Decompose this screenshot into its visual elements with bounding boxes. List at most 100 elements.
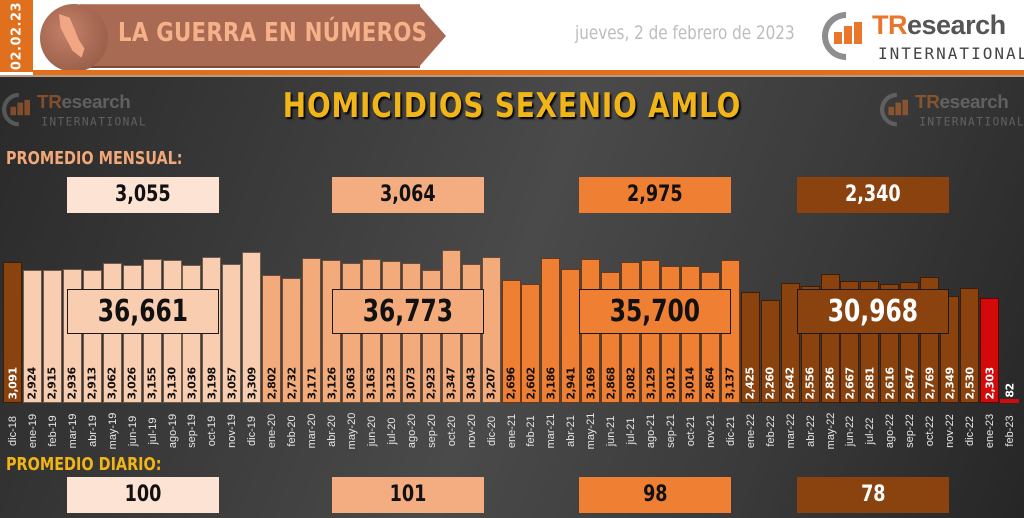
x-axis-label: feb-21 — [525, 415, 538, 447]
annual-total-box: 36,661 — [67, 289, 219, 334]
x-axis-label: feb-20 — [286, 415, 299, 447]
bar-value: 3,169 — [584, 367, 598, 400]
annual-total-box: 36,773 — [332, 289, 484, 334]
x-axis-label: ene-21 — [505, 413, 518, 449]
logo-bars-icon — [888, 99, 909, 116]
bar: 3,012 — [661, 265, 681, 403]
x-axis-label: ago-19 — [166, 413, 179, 449]
bar-value: 3,014 — [683, 367, 697, 400]
daily-average-label: PROMEDIO DIARIO: — [6, 454, 162, 475]
header: 02.02.23 LA GUERRA EN NÚMEROS jueves, 2 … — [0, 0, 1024, 72]
bar-value: 2,667 — [843, 367, 857, 400]
bar-value: 2,602 — [524, 367, 538, 400]
bar: 2,602 — [521, 284, 541, 403]
x-axis-label: feb-23 — [1004, 415, 1016, 447]
bar: 3,014 — [680, 265, 700, 403]
bar: 2,732 — [282, 278, 302, 403]
x-axis-label: jul-21 — [625, 417, 638, 445]
watermark-logo-right: TResearch INTERNATIONAL — [873, 85, 1024, 134]
bar: 2,260 — [760, 299, 780, 403]
bar-value: 3,130 — [165, 367, 179, 400]
bar: 3,309 — [242, 252, 262, 403]
bar: 3,186 — [541, 257, 561, 403]
bar: 2,530 — [960, 287, 980, 403]
bar: 3,171 — [302, 258, 322, 403]
bar: 3,057 — [222, 263, 242, 403]
x-axis-label: feb-22 — [764, 415, 777, 447]
x-axis-label: may-19 — [106, 412, 119, 450]
bar-value: 2,696 — [504, 367, 518, 400]
bar-value: 3,062 — [105, 367, 119, 400]
bar: 2,802 — [262, 275, 282, 403]
logo-bars-icon — [834, 22, 864, 44]
x-axis-label: jul-20 — [385, 417, 398, 445]
x-axis-label: ene-20 — [266, 413, 279, 449]
x-axis-label: jun-21 — [605, 415, 618, 447]
monthly-average-box: 2,340 — [797, 177, 949, 213]
bar-value: 2,681 — [863, 367, 877, 400]
banner: LA GUERRA EN NÚMEROS — [40, 4, 446, 72]
bar-value: 3,082 — [624, 367, 638, 400]
logo-brand: TResearch — [872, 10, 1006, 40]
annual-total-box: 35,700 — [579, 289, 731, 334]
x-axis-label: abr-22 — [804, 415, 817, 447]
x-axis-label: dic-21 — [724, 416, 737, 446]
x-axis-label: nov-20 — [465, 414, 478, 448]
bar: 3,091 — [3, 262, 22, 403]
bar-value: 2,303 — [983, 367, 997, 400]
bar-value: 2,923 — [424, 367, 438, 400]
banner-title: LA GUERRA EN NÚMEROS — [118, 18, 428, 48]
header-divider — [33, 70, 1024, 75]
bar-value: 3,012 — [664, 367, 678, 400]
daily-average-box: 98 — [579, 477, 731, 513]
daily-average-box: 100 — [67, 477, 219, 513]
bar-value: 3,309 — [245, 367, 259, 400]
date-text: jueves, 2 de febrero de 2023 — [575, 22, 795, 44]
x-axis-label: mar-20 — [306, 413, 319, 449]
bar-value: 2,260 — [763, 367, 777, 400]
bar-value: 2,556 — [803, 367, 817, 400]
bar-value: 3,155 — [145, 367, 159, 400]
bar-value: 3,057 — [225, 367, 239, 400]
x-axis-label: oct-19 — [206, 415, 219, 447]
bar-value: 3,163 — [364, 367, 378, 400]
x-axis-label: dic-19 — [246, 416, 259, 446]
bar-value: 2,915 — [45, 367, 59, 400]
monthly-average-box: 3,064 — [332, 177, 484, 213]
x-axis-label: ene-19 — [26, 413, 39, 449]
x-axis-label: ene-22 — [744, 413, 757, 449]
bar-value: 2,924 — [25, 367, 39, 400]
daily-average-box: 78 — [797, 477, 949, 513]
x-axis-label: abr-19 — [86, 415, 99, 447]
bar-value: 3,171 — [305, 367, 319, 400]
bar-value: 2,826 — [823, 367, 837, 400]
bar-value: 2,769 — [923, 367, 937, 400]
x-axis-label: nov-19 — [226, 414, 239, 448]
bar: 82 — [1000, 383, 1019, 403]
bar: 2,924 — [22, 269, 42, 403]
tresearch-logo: TResearch INTERNATIONAL — [812, 2, 1024, 70]
x-axis-label: abr-20 — [326, 415, 339, 447]
bar-value: 3,073 — [404, 367, 418, 400]
monthly-average-box: 3,055 — [67, 177, 219, 213]
banner-arrow-icon — [418, 4, 446, 68]
x-axis-label: dic-18 — [7, 416, 19, 446]
bar: 2,303 — [980, 297, 1000, 403]
bar-value: 3,126 — [325, 367, 339, 400]
bar-value: 3,347 — [444, 367, 458, 400]
watermark-logo-left: TResearch INTERNATIONAL — [0, 85, 146, 134]
x-axis-label: nov-22 — [944, 414, 957, 448]
bar-value: 3,207 — [484, 367, 498, 400]
logo-subtitle: INTERNATIONAL — [878, 44, 1024, 63]
x-axis-label: ago-22 — [884, 413, 897, 449]
bar-value: 2,936 — [65, 367, 79, 400]
bar-value: 2,647 — [903, 367, 917, 400]
bar-value: 2,616 — [883, 367, 897, 400]
monthly-average-label: PROMEDIO MENSUAL: — [6, 148, 183, 169]
bar: 2,425 — [740, 292, 760, 403]
bar: 2,696 — [501, 280, 521, 403]
x-axis-label: oct-22 — [924, 415, 937, 447]
x-axis-label: may-22 — [824, 412, 837, 450]
x-axis-label: jul-19 — [146, 417, 159, 445]
x-axis-label: jun-19 — [126, 415, 139, 447]
